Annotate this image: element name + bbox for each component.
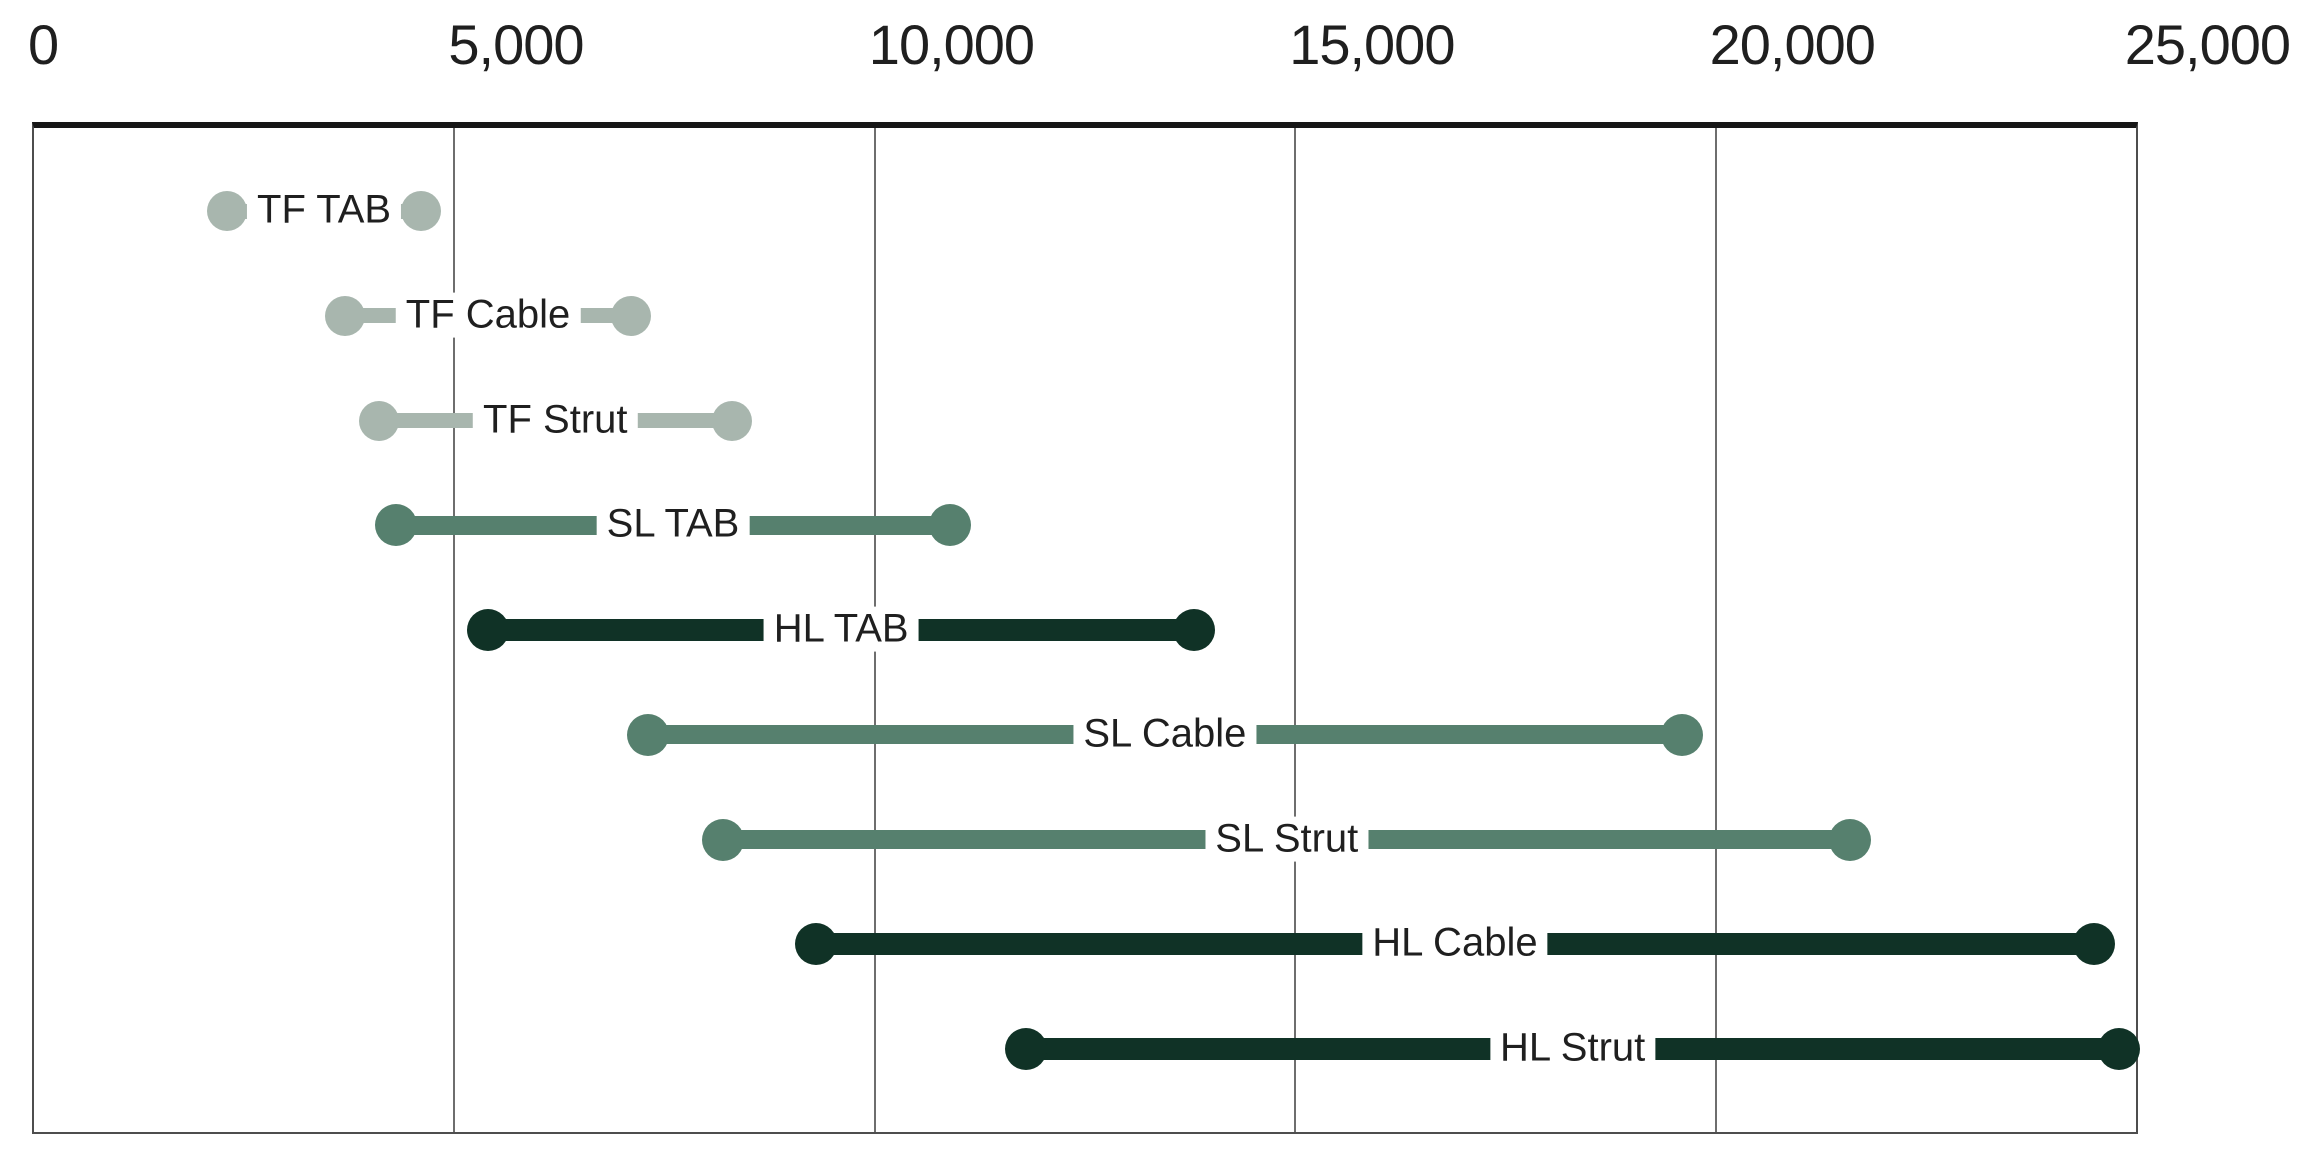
series-label: SL Cable (1073, 711, 1257, 757)
x-axis-tick-label: 20,000 (1709, 13, 1876, 76)
x-axis-tick-label: 10,000 (868, 13, 1035, 76)
range-start-dot (702, 818, 745, 861)
series-label: TF TAB (247, 187, 402, 233)
range-end-dot (1173, 609, 1216, 651)
x-axis-tick-label: 5,000 (448, 13, 584, 76)
range-start-dot (207, 191, 248, 231)
x-axis-tick-label: 15,000 (1289, 13, 1455, 76)
series-label: TF Cable (395, 292, 581, 338)
range-start-dot (626, 713, 669, 756)
range-end-dot (1660, 713, 1703, 756)
range-end-dot (2072, 923, 2115, 966)
range-start-dot (358, 400, 399, 441)
gridline (1294, 128, 1297, 1132)
range-end-dot (711, 400, 752, 441)
series-label: SL TAB (596, 501, 750, 547)
series-label: HL TAB (763, 606, 919, 652)
series-label: TF Strut (473, 397, 638, 443)
range-start-dot (467, 609, 510, 651)
range-end-dot (1829, 818, 1872, 861)
gridline (1714, 128, 1717, 1132)
range-start-dot (1005, 1028, 1048, 1070)
x-axis-tick-label: 0 (28, 13, 59, 76)
gridline (453, 128, 456, 1132)
range-end-dot (929, 504, 972, 547)
range-start-dot (325, 295, 366, 336)
range-end-dot (2098, 1028, 2141, 1070)
range-end-dot (610, 295, 651, 336)
range-end-dot (400, 191, 441, 231)
range-start-dot (794, 923, 837, 966)
range-start-dot (374, 504, 417, 547)
x-axis-tick-label: 25,000 (2124, 13, 2291, 76)
series-label: SL Strut (1205, 816, 1369, 862)
series-label: HL Strut (1490, 1025, 1656, 1071)
series-label: HL Cable (1362, 920, 1548, 966)
plot-area: TF TAB TF Cable TF Strut SL TAB HL TAB SL Cab… (32, 122, 2141, 1134)
